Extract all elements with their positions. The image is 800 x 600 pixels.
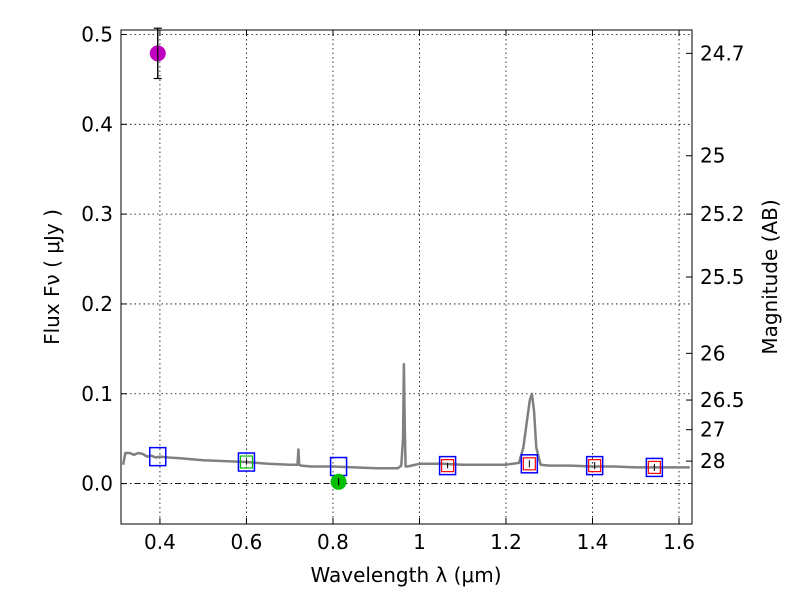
y-tick-label: 0.2 [81,292,113,316]
y-tick-label: 0.3 [81,202,113,226]
right-tick-label: 26 [700,341,725,365]
right-tick-label: 26.5 [700,388,745,412]
y-tick-label: 0.1 [81,382,113,406]
model-photometry-point [149,446,167,467]
right-tick-label: 24.7 [700,41,745,65]
x-tick-label: 1 [413,530,426,554]
axis-ticks: 0.4 0.6 0.8 1 1.2 1.4 1.6 0.0 0.1 0.2 0.3 0.4 0.5 24.… [81,22,744,554]
right-tick-label: 28 [700,449,725,473]
x-tick-label: 0.8 [317,530,349,554]
model-photometry-point [237,452,256,472]
x-tick-label: 0.6 [231,530,263,554]
model-photometry-point [438,455,457,476]
data-points-group [149,27,664,490]
y-axis-label-left: Flux Fν ( μJy ) [40,209,64,345]
y-tick-label: 0.4 [81,112,113,136]
grid-lines [121,30,692,524]
x-tick-label: 1.6 [663,530,695,554]
observed-open-point [647,460,661,475]
right-tick-label: 25 [700,144,725,168]
model-spectrum-group [121,362,690,470]
right-tick-label: 27 [700,418,725,442]
x-tick-label: 1.2 [490,530,522,554]
observed-open-point [588,459,602,473]
y-tick-label: 0.0 [81,472,113,496]
model-photometry-point [585,455,604,476]
y-axis-label-right: Magnitude (AB) [758,199,782,354]
observed-open-point [522,457,536,471]
observed-open-point [239,455,254,469]
observed-open-point [440,459,455,473]
x-tick-label: 0.4 [144,530,176,554]
x-axis-label: Wavelength λ (μm) [310,563,501,587]
x-tick-label: 1.4 [577,530,609,554]
plot-frame [120,29,693,525]
model-spectrum-line [121,362,690,470]
right-tick-label: 25.5 [700,265,745,289]
model-photometry-point [645,457,664,478]
right-tick-label: 25.2 [700,202,745,226]
y-tick-label: 0.5 [81,22,113,46]
model-photometry-point [520,454,539,474]
